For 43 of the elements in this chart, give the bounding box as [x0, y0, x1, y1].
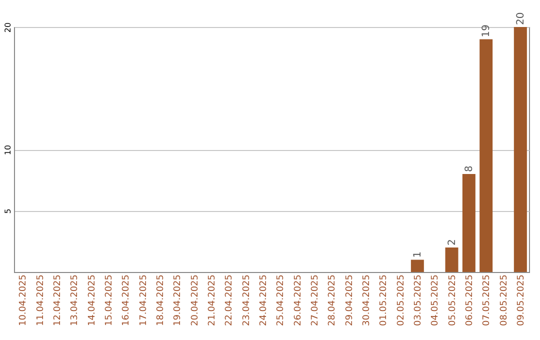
x-tick-label: 08.05.2025 [499, 274, 510, 326]
bar [445, 248, 458, 272]
x-tick-label: 11.04.2025 [36, 274, 46, 326]
x-tick-label: 05.05.2025 [448, 274, 458, 326]
x-tick-label: 14.04.2025 [87, 274, 98, 326]
x-tick-label: 09.05.2025 [516, 274, 526, 326]
x-tick-label: 02.05.2025 [396, 274, 406, 326]
x-tick-label: 01.05.2025 [379, 274, 390, 326]
x-tick-label: 16.04.2025 [122, 274, 132, 326]
y-tick-label: 20 [4, 22, 12, 33]
x-tick-label: 13.04.2025 [70, 274, 80, 326]
x-tick-label: 27.04.2025 [310, 274, 320, 326]
x-tick-label: 12.04.2025 [52, 274, 63, 326]
data-label: 8 [464, 166, 475, 172]
bar [462, 174, 476, 272]
x-tick-label: 21.04.2025 [207, 274, 218, 326]
x-tick-label: 03.05.2025 [413, 274, 424, 326]
x-tick-label: 04.05.2025 [430, 274, 441, 326]
x-tick-label: 07.05.2025 [482, 274, 492, 326]
x-tick-label: 23.04.2025 [242, 274, 252, 326]
data-label: 19 [481, 24, 492, 38]
y-tick-label: 5 [4, 208, 12, 214]
bar [514, 27, 527, 272]
bar [410, 260, 424, 272]
x-tick-label: 24.04.2025 [258, 274, 269, 326]
data-label: 2 [446, 239, 458, 246]
bar [480, 39, 493, 272]
x-tick-label: 17.04.2025 [138, 274, 149, 326]
x-tick-label: 20.04.2025 [190, 274, 200, 326]
x-tick-label: 10.04.2025 [18, 274, 29, 326]
data-label: 20 [515, 12, 526, 25]
x-tick-label: 30.04.2025 [362, 274, 372, 326]
x-tick-label: 25.04.2025 [276, 274, 286, 326]
x-tick-label: 22.04.2025 [224, 274, 235, 326]
x-tick-label: 19.04.2025 [173, 274, 184, 326]
data-label: 1 [412, 251, 424, 258]
x-tick-label: 06.05.2025 [464, 274, 475, 326]
y-tick-label: 10 [4, 144, 12, 156]
x-tick-label: 15.04.2025 [104, 274, 114, 326]
x-tick-label: 26.04.2025 [293, 274, 304, 326]
x-tick-label: 29.04.2025 [344, 274, 355, 326]
x-tick-label: 28.04.2025 [328, 274, 338, 326]
x-tick-label: 18.04.2025 [156, 274, 166, 326]
